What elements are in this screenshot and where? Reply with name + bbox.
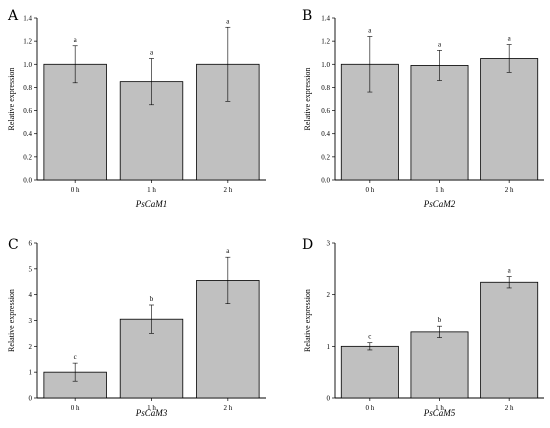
significance-label: b [150,295,154,303]
x-tick-label: 1 h [435,186,444,194]
panel-letter: C [8,237,19,253]
y-tick-label: 6 [29,240,33,248]
significance-label: b [438,316,442,324]
y-axis-label: Relative expression [303,289,312,352]
y-tick-label: 3 [327,240,331,248]
panel-letter: B [302,8,312,24]
x-axis-label: PsCaM1 [135,199,168,209]
x-tick-label: 2 h [505,186,514,194]
bar [340,345,399,399]
significance-label: a [226,17,230,25]
y-tick-label: 1 [327,343,331,351]
panel-letter: A [7,8,19,24]
y-tick-label: 0.8 [23,84,32,92]
x-tick-label: 2 h [505,404,514,412]
y-tick-label: 1.0 [23,61,32,69]
y-tick-label: 1.4 [23,15,32,23]
y-tick-label: 1.2 [23,38,32,46]
bar [410,331,469,399]
y-tick-label: 1 [29,369,33,377]
y-tick-label: 0.8 [321,84,330,92]
x-tick-label: 0 h [365,404,374,412]
panel-letter: D [302,237,313,253]
y-tick-label: 0 [327,395,331,403]
y-axis-label: Relative expression [7,68,16,131]
significance-label: a [226,247,230,255]
x-tick-label: 1 h [147,186,156,194]
y-tick-label: 0.2 [321,153,330,161]
chart-panel-a: A 0.0 0.2 0.4 0.6 0.8 1.0 1.2 1.4 Relative expres… [7,8,266,209]
x-tick-label: 1 h [435,404,444,412]
y-tick-label: 3 [29,317,33,325]
x-tick-label: 0 h [71,186,80,194]
x-tick-label: 0 h [365,186,374,194]
y-tick-label: 0.2 [23,153,32,161]
y-tick-label: 0 [29,395,33,403]
y-axis-label: Relative expression [303,68,312,131]
significance-label: a [150,49,154,57]
significance-label: a [508,267,512,275]
y-tick-label: 1.4 [321,15,330,23]
significance-label: a [368,27,372,35]
significance-label: a [438,40,442,48]
y-tick-label: 1.2 [321,38,330,46]
x-axis-label: PsCaM2 [423,199,456,209]
y-tick-label: 4 [29,291,33,299]
significance-label: c [368,333,371,341]
y-tick-label: 0.4 [23,130,32,138]
bar [410,65,469,181]
x-tick-label: 2 h [223,404,232,412]
y-tick-label: 5 [29,265,33,273]
significance-label: a [508,35,512,43]
chart-panel-b: B 0.0 0.2 0.4 0.6 0.8 1.0 1.2 1.4 Relative expres… [302,8,544,209]
significance-label: c [74,353,77,361]
bar [480,58,539,181]
y-tick-label: 2 [29,343,33,351]
significance-label: a [74,36,78,44]
y-tick-label: 0.4 [321,130,330,138]
x-tick-label: 2 h [223,186,232,194]
chart-panel-d: D 0 1 2 3 Relative expression c 0 h b 1 h a 2 h PsCa… [302,237,544,418]
y-tick-label: 0.6 [321,107,330,115]
chart-panel-c: C 0 1 2 3 4 5 6 Relative expression c 0 h b 1 h a 2 h P… [7,237,266,418]
x-tick-label: 0 h [71,404,80,412]
y-tick-label: 2 [327,291,331,299]
y-tick-label: 0.6 [23,107,32,115]
x-axis-label: PsCaM5 [423,408,456,418]
x-axis-label: PsCaM3 [135,408,168,418]
x-tick-label: 1 h [147,404,156,412]
y-tick-label: 0.0 [23,177,32,185]
y-axis-label: Relative expression [7,289,16,352]
y-tick-label: 1.0 [321,61,330,69]
y-tick-label: 0.0 [321,177,330,185]
bar [480,281,539,399]
